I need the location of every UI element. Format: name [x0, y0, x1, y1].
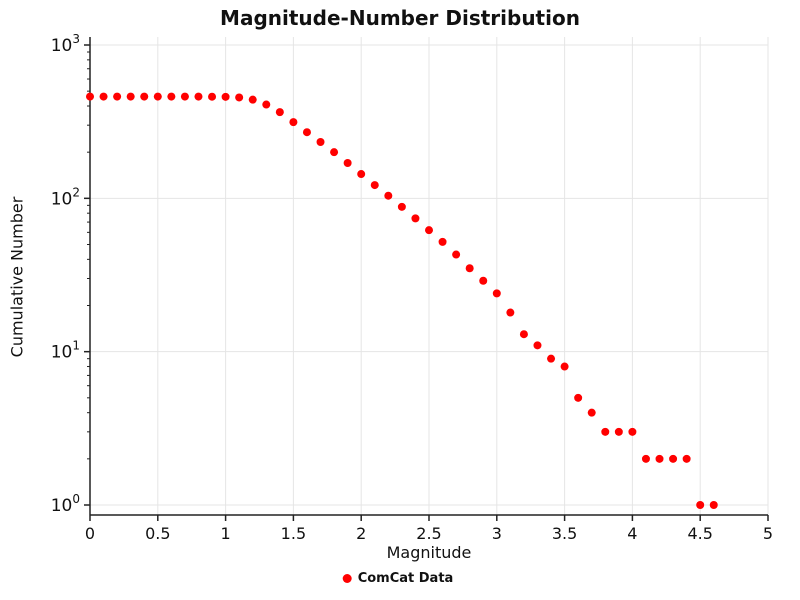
y-tick-label: 103 [51, 32, 80, 56]
data-point [384, 191, 393, 200]
data-point [397, 202, 406, 211]
data-point [601, 427, 610, 436]
x-tick-label: 4 [627, 524, 637, 543]
data-point [560, 362, 569, 371]
data-point [86, 92, 94, 101]
data-point [275, 108, 284, 117]
data-point [235, 93, 244, 102]
grid [89, 37, 769, 515]
data-point [221, 92, 230, 101]
data-point [302, 128, 311, 137]
y-axis-title: Cumulative Number [7, 196, 27, 358]
x-axis-title: Magnitude [386, 543, 472, 562]
data-point [208, 92, 217, 101]
data-point [262, 100, 271, 109]
data-point [465, 264, 474, 273]
x-tick-label: 5 [763, 524, 773, 543]
data-point [574, 393, 583, 402]
data-point [614, 427, 623, 436]
x-tick-label: 4.5 [687, 524, 712, 543]
data-point [167, 92, 176, 101]
data-point [126, 92, 135, 101]
data-point [492, 289, 501, 298]
data-point [370, 181, 379, 190]
y-tick-label: 101 [51, 339, 80, 363]
data-point [452, 250, 461, 259]
data-point [357, 170, 366, 179]
data-point [709, 501, 718, 509]
data-point [330, 148, 339, 157]
data-point [289, 118, 298, 127]
data-point [99, 92, 108, 101]
data-point [248, 95, 257, 104]
data-point [533, 341, 542, 350]
x-tick-label: 0.5 [145, 524, 170, 543]
data-point [479, 276, 488, 285]
data-point [655, 454, 664, 463]
axes: 0 0.5 1 1.5 2 2.5 3 3.5 4 4.5 5 100 101 102 103 [51, 32, 773, 543]
x-tick-label: 3 [492, 524, 502, 543]
x-tick-label: 0 [85, 524, 95, 543]
legend: ComCat Data [342, 571, 454, 586]
data-point [547, 354, 556, 363]
legend-label: ComCat Data [357, 571, 454, 586]
data-point [628, 427, 637, 436]
legend-marker-icon [342, 574, 352, 583]
data-point [343, 158, 352, 167]
data-point [316, 138, 325, 147]
x-tick-label: 1 [221, 524, 231, 543]
data-point [180, 92, 189, 101]
x-tick-label: 3.5 [552, 524, 577, 543]
data-point [669, 454, 678, 463]
x-tick-label: 1.5 [281, 524, 306, 543]
series-comcat-data [86, 92, 718, 509]
data-point [587, 408, 596, 417]
data-point [506, 308, 515, 317]
data-point [113, 92, 122, 101]
x-tick-label: 2.5 [416, 524, 441, 543]
data-point [411, 214, 420, 223]
data-point [438, 237, 447, 246]
y-tick-label: 102 [51, 185, 80, 209]
data-point [519, 330, 528, 339]
data-point [425, 226, 433, 235]
data-point [153, 92, 162, 101]
data-point [696, 501, 705, 509]
x-tick-label: 2 [356, 524, 366, 543]
y-tick-label: 100 [51, 492, 80, 516]
data-point [194, 92, 203, 101]
data-point [641, 454, 650, 463]
chart-title: Magnitude-Number Distribution [220, 6, 580, 30]
data-point [140, 92, 149, 101]
data-point [682, 454, 691, 463]
